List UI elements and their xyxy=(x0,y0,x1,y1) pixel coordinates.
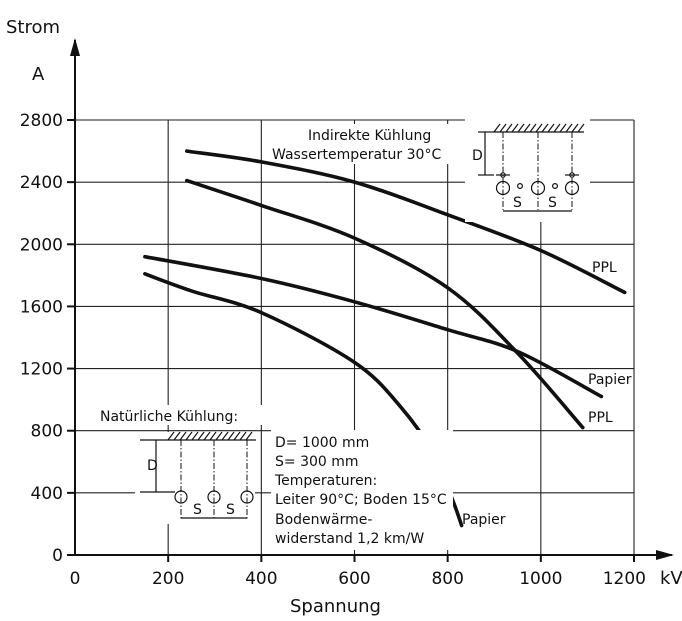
natural-cooling-annotation: Natürliche Kühlung: xyxy=(96,405,272,425)
y-tick-label-400: 400 xyxy=(31,484,63,504)
d-dimension-label-natural: D xyxy=(147,458,158,474)
y-axis-unit: A xyxy=(32,64,45,85)
x-tick-label-600: 600 xyxy=(338,569,370,589)
curve-label-papier-1: Papier xyxy=(588,372,632,388)
s-dimension-label-2: S xyxy=(548,195,557,211)
x-tick-label-800: 800 xyxy=(431,569,463,589)
natural-cooling-diagram: D S S xyxy=(135,432,256,524)
cable-parameters: D= 1000 mm S= 300 mm Temperaturen: Leite… xyxy=(271,430,453,550)
d-dimension-label: D xyxy=(472,148,483,164)
curve-label-ppl-natural: PPL xyxy=(588,410,613,426)
param-soil-resistance-2: widerstand 1,2 km/W xyxy=(275,531,424,547)
y-tick-label-800: 800 xyxy=(31,422,63,442)
water-temperature: Wassertemperatur 30°C xyxy=(272,147,441,163)
s-dimension-label-natural-1: S xyxy=(193,502,202,518)
x-axis-unit: kV xyxy=(660,568,682,589)
x-tick-label-1200: 1200 xyxy=(603,569,646,589)
natural-cooling-title: Natürliche Kühlung: xyxy=(100,409,238,425)
s-dimension-label-natural-2: S xyxy=(226,502,235,518)
y-axis-label: Strom xyxy=(6,17,60,38)
indirect-cooling-annotation: Indirekte Kühlung Wassertemperatur 30°C xyxy=(272,124,464,164)
x-tick-label-400: 400 xyxy=(245,569,277,589)
y-tick-label-2800: 2800 xyxy=(20,111,63,131)
indirect-cooling-title: Indirekte Kühlung xyxy=(308,128,431,144)
x-tick-label-1000: 1000 xyxy=(519,569,562,589)
y-axis-arrow xyxy=(70,38,80,56)
y-tick-label-0: 0 xyxy=(52,546,63,566)
x-tick-label-200: 200 xyxy=(152,569,184,589)
param-distance-d: D= 1000 mm xyxy=(275,435,369,451)
x-axis-label: Spannung xyxy=(290,596,381,617)
y-tick-label-1200: 1200 xyxy=(20,360,63,380)
param-soil-resistance-1: Bodenwärme- xyxy=(275,512,372,528)
y-tick-label-1600: 1600 xyxy=(20,297,63,317)
y-tick-label-2400: 2400 xyxy=(20,173,63,193)
param-spacing-s: S= 300 mm xyxy=(275,454,359,470)
x-tick-label-0: 0 xyxy=(70,569,81,589)
y-tick-label-2000: 2000 xyxy=(20,235,63,255)
curve-label-papier-2: Papier xyxy=(462,512,506,528)
x-axis-arrow xyxy=(656,550,674,560)
param-temperatures: Leiter 90°C; Boden 15°C xyxy=(275,492,447,508)
diagram-backing-top xyxy=(465,118,590,222)
param-temperatures-heading: Temperaturen: xyxy=(274,473,377,489)
s-dimension-label-1: S xyxy=(513,195,522,211)
indirect-cooling-diagram: D S S xyxy=(465,118,590,222)
curve-label-ppl-indirect: PPL xyxy=(592,260,617,276)
